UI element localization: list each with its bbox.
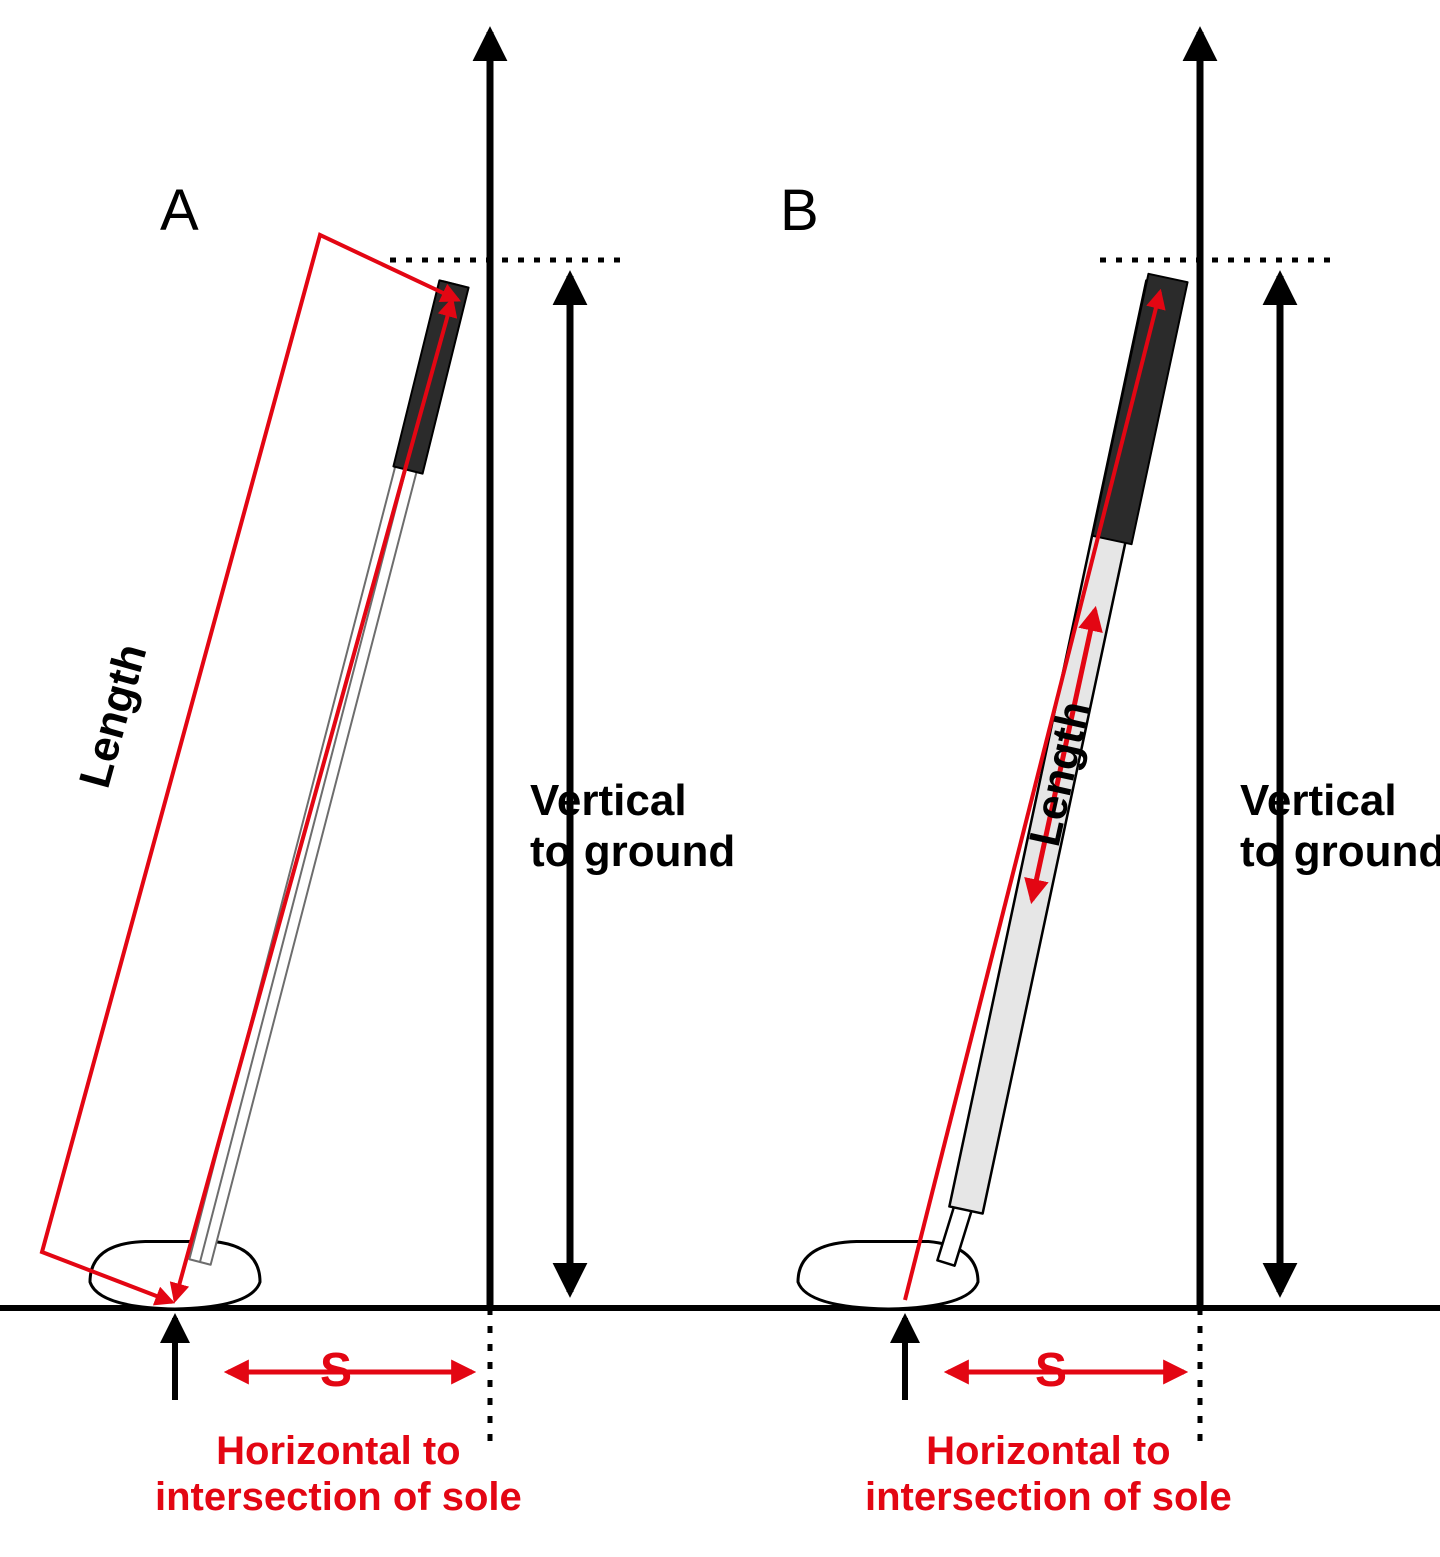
- s-label-b: S: [1035, 1343, 1067, 1398]
- horizontal-label-b: Horizontal to intersection of sole: [865, 1428, 1232, 1520]
- diagram-stage: A B Length Length Vertical to ground Ver…: [0, 0, 1440, 1557]
- horizontal-label-a: Horizontal to intersection of sole: [155, 1428, 522, 1520]
- vertical-label-b: Vertical to ground: [1240, 776, 1440, 877]
- panel-b-label: B: [780, 178, 819, 245]
- panel-a-label: A: [160, 178, 199, 245]
- vertical-label-a: Vertical to ground: [530, 776, 735, 877]
- s-label-a: S: [320, 1343, 352, 1398]
